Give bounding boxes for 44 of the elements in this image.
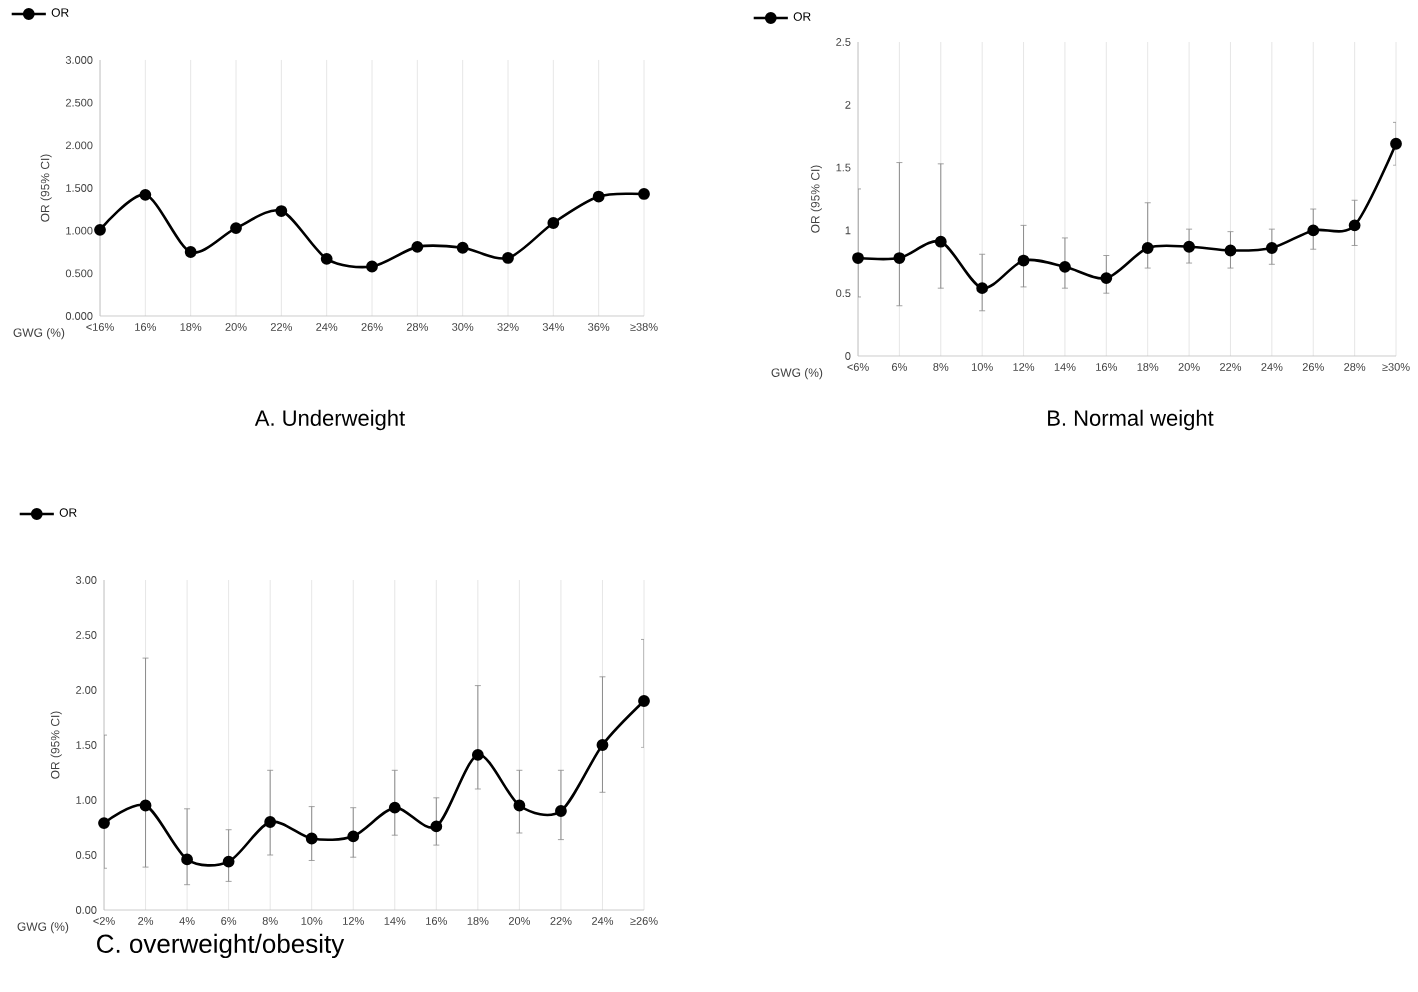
text: A. Underweight (254, 409, 406, 431)
point (592, 190, 605, 203)
point (184, 246, 197, 258)
point (547, 217, 560, 229)
point (638, 188, 650, 200)
point (1390, 137, 1402, 150)
point (1307, 224, 1320, 237)
point (976, 282, 989, 295)
point (411, 240, 424, 253)
point (230, 222, 242, 234)
point (181, 853, 193, 866)
text: C. overweight/obesity (97, 933, 345, 959)
point (1224, 244, 1237, 257)
point (1265, 242, 1278, 254)
point (893, 252, 906, 264)
point (222, 855, 235, 868)
point (388, 801, 401, 814)
point (1141, 242, 1154, 254)
point (347, 830, 360, 843)
point (430, 820, 443, 833)
point (320, 252, 333, 265)
point (139, 188, 152, 201)
point (275, 205, 288, 217)
point (852, 252, 864, 264)
point (1183, 240, 1195, 253)
point (555, 805, 567, 817)
point (94, 223, 106, 236)
point (1017, 254, 1030, 267)
point (638, 695, 650, 707)
point (264, 816, 277, 828)
point (1100, 272, 1113, 285)
point (456, 241, 469, 254)
point (934, 235, 947, 248)
point (98, 817, 110, 829)
point (139, 799, 152, 812)
text: B. Normal weight (1048, 409, 1214, 431)
point (513, 799, 526, 812)
point (366, 260, 378, 273)
point (305, 832, 318, 845)
point (1348, 219, 1361, 232)
point (1059, 260, 1071, 273)
point (596, 739, 609, 751)
point (502, 252, 514, 264)
point (471, 749, 484, 761)
